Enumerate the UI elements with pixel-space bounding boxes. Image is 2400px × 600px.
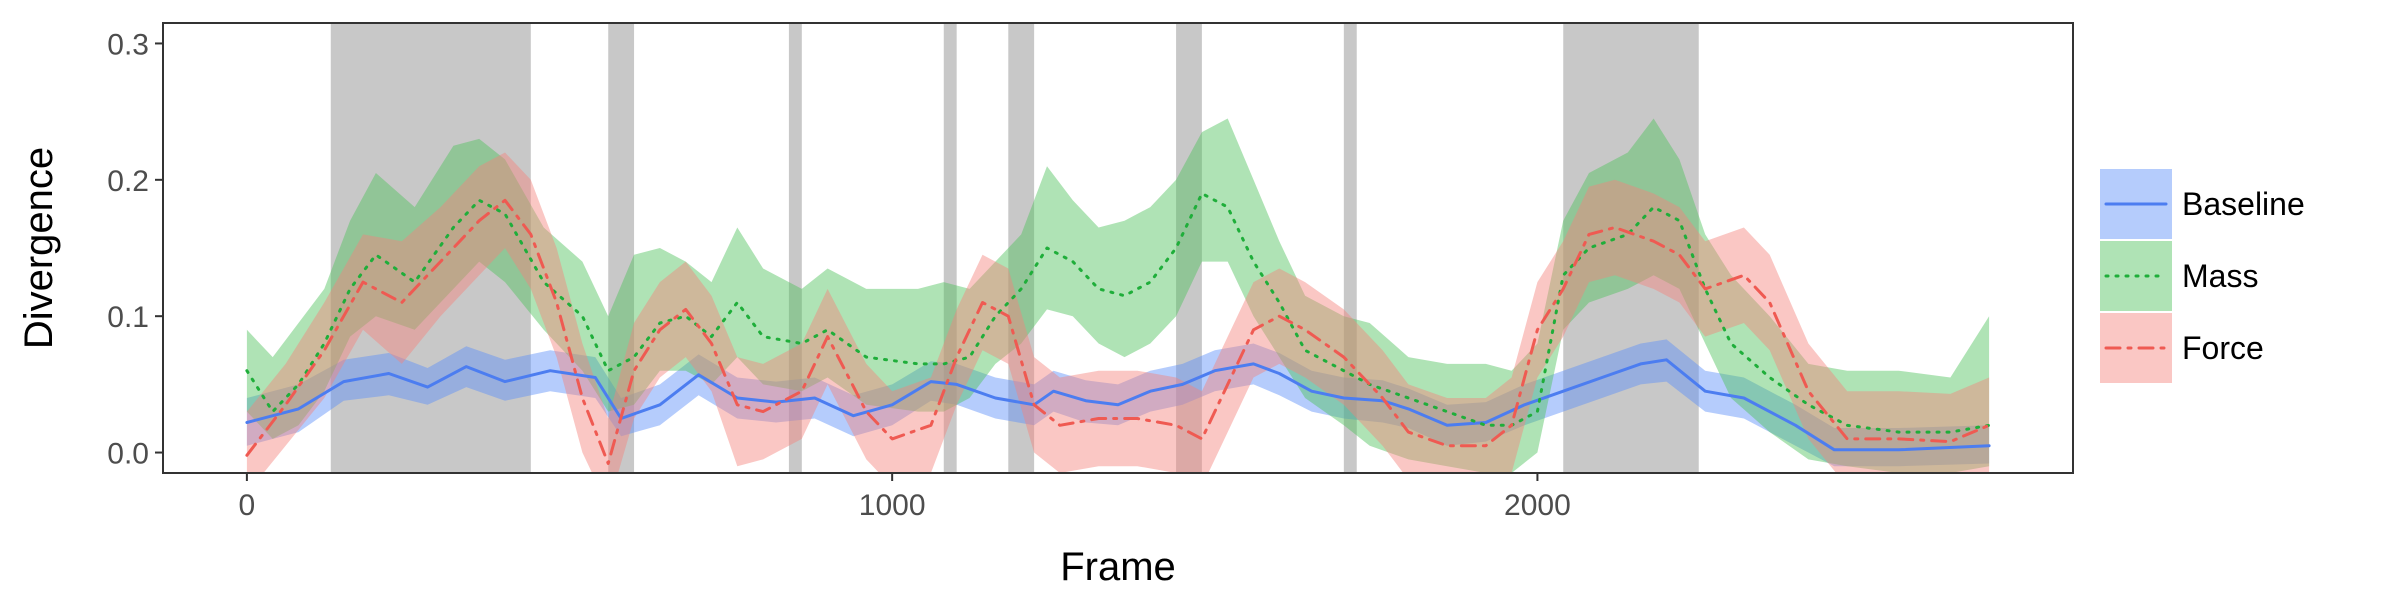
confidence-bands <box>246 118 1990 473</box>
legend-label-baseline: Baseline <box>2182 186 2305 222</box>
y-tick-label: 0.0 <box>107 438 149 471</box>
legend-item-force: Force <box>2100 313 2264 383</box>
series-lines <box>245 192 1991 465</box>
x-axis-title: Frame <box>1060 545 1176 589</box>
shaded-region-7 <box>1563 23 1699 473</box>
plot-border <box>162 22 2074 474</box>
legend-item-baseline: Baseline <box>2100 169 2305 239</box>
baseline-band <box>246 339 1990 467</box>
baseline-line <box>245 358 1991 452</box>
force-line <box>245 198 1991 465</box>
shaded-region-2 <box>788 23 802 473</box>
shaded-region-4 <box>1008 23 1035 473</box>
legend: Baseline Mass Force <box>2100 169 2305 383</box>
y-tick-label: 0.2 <box>107 165 149 198</box>
axis-ticks: 0.0 0.1 0.2 0.3 0 1000 2000 <box>107 28 1571 522</box>
legend-label-force: Force <box>2182 330 2264 366</box>
y-tick-label: 0.1 <box>107 301 149 334</box>
legend-label-mass: Mass <box>2182 258 2258 294</box>
shaded-region-0 <box>330 23 531 473</box>
x-tick-label: 2000 <box>1504 489 1571 522</box>
shaded-region-1 <box>608 23 635 473</box>
x-tick-label: 0 <box>239 489 256 522</box>
x-tick-label: 1000 <box>859 489 926 522</box>
legend-item-mass: Mass <box>2100 241 2258 311</box>
shaded-regions <box>330 23 1699 473</box>
shaded-region-5 <box>1176 23 1202 473</box>
mass-band <box>246 118 1990 473</box>
y-axis-title: Divergence <box>17 147 61 349</box>
force-band <box>246 152 1990 473</box>
y-tick-label: 0.3 <box>107 28 149 61</box>
